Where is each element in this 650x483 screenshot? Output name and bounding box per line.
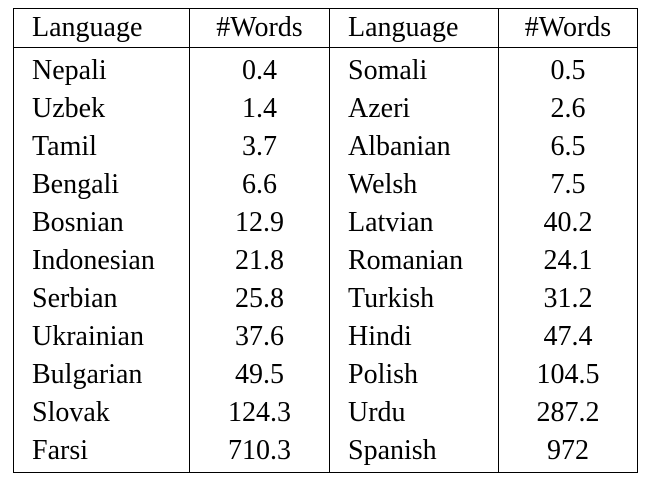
language-cell: Turkish <box>329 280 499 318</box>
table-row: Bengali 6.6 Welsh 7.5 <box>13 166 638 204</box>
language-cell: Urdu <box>329 394 499 432</box>
word-count-cell: 7.5 <box>498 166 638 204</box>
word-count-cell: 47.4 <box>498 318 638 356</box>
language-cell: Serbian <box>13 280 190 318</box>
table-row: Ukrainian 37.6 Hindi 47.4 <box>13 318 638 356</box>
table-row: Serbian 25.8 Turkish 31.2 <box>13 280 638 318</box>
table-row: Bulgarian 49.5 Polish 104.5 <box>13 356 638 394</box>
word-count-cell: 972 <box>498 432 638 473</box>
table-row: Bosnian 12.9 Latvian 40.2 <box>13 204 638 242</box>
header-words-2: #Words <box>498 8 638 48</box>
table-row: Slovak 124.3 Urdu 287.2 <box>13 394 638 432</box>
language-cell: Bengali <box>13 166 190 204</box>
language-cell: Albanian <box>329 128 499 166</box>
header-language-2: Language <box>329 8 499 48</box>
word-count-cell: 21.8 <box>189 242 330 280</box>
word-count-cell: 12.9 <box>189 204 330 242</box>
word-count-cell: 1.4 <box>189 90 330 128</box>
language-cell: Somali <box>329 47 499 90</box>
word-count-cell: 6.5 <box>498 128 638 166</box>
table-row: Uzbek 1.4 Azeri 2.6 <box>13 90 638 128</box>
word-count-cell: 49.5 <box>189 356 330 394</box>
word-count-cell: 3.7 <box>189 128 330 166</box>
language-cell: Welsh <box>329 166 499 204</box>
word-count-cell: 0.4 <box>189 47 330 90</box>
language-cell: Hindi <box>329 318 499 356</box>
language-cell: Bulgarian <box>13 356 190 394</box>
word-count-cell: 31.2 <box>498 280 638 318</box>
language-cell: Latvian <box>329 204 499 242</box>
language-cell: Ukrainian <box>13 318 190 356</box>
language-word-count-table: Language #Words Language #Words Nepali 0… <box>13 8 638 473</box>
header-row: Language #Words Language #Words <box>13 8 638 48</box>
language-word-count-table-container: Language #Words Language #Words Nepali 0… <box>13 8 638 473</box>
language-cell: Spanish <box>329 432 499 473</box>
word-count-cell: 40.2 <box>498 204 638 242</box>
language-cell: Bosnian <box>13 204 190 242</box>
word-count-cell: 24.1 <box>498 242 638 280</box>
word-count-cell: 124.3 <box>189 394 330 432</box>
word-count-cell: 2.6 <box>498 90 638 128</box>
language-cell: Nepali <box>13 47 190 90</box>
table-row: Nepali 0.4 Somali 0.5 <box>13 47 638 90</box>
word-count-cell: 710.3 <box>189 432 330 473</box>
word-count-cell: 287.2 <box>498 394 638 432</box>
header-language-1: Language <box>13 8 190 48</box>
header-words-1: #Words <box>189 8 330 48</box>
word-count-cell: 0.5 <box>498 47 638 90</box>
table-row: Farsi 710.3 Spanish 972 <box>13 432 638 473</box>
language-cell: Indonesian <box>13 242 190 280</box>
word-count-cell: 104.5 <box>498 356 638 394</box>
word-count-cell: 25.8 <box>189 280 330 318</box>
language-cell: Romanian <box>329 242 499 280</box>
table-row: Indonesian 21.8 Romanian 24.1 <box>13 242 638 280</box>
language-cell: Farsi <box>13 432 190 473</box>
language-cell: Polish <box>329 356 499 394</box>
language-cell: Slovak <box>13 394 190 432</box>
table-row: Tamil 3.7 Albanian 6.5 <box>13 128 638 166</box>
word-count-cell: 6.6 <box>189 166 330 204</box>
language-cell: Uzbek <box>13 90 190 128</box>
word-count-cell: 37.6 <box>189 318 330 356</box>
language-cell: Azeri <box>329 90 499 128</box>
language-cell: Tamil <box>13 128 190 166</box>
